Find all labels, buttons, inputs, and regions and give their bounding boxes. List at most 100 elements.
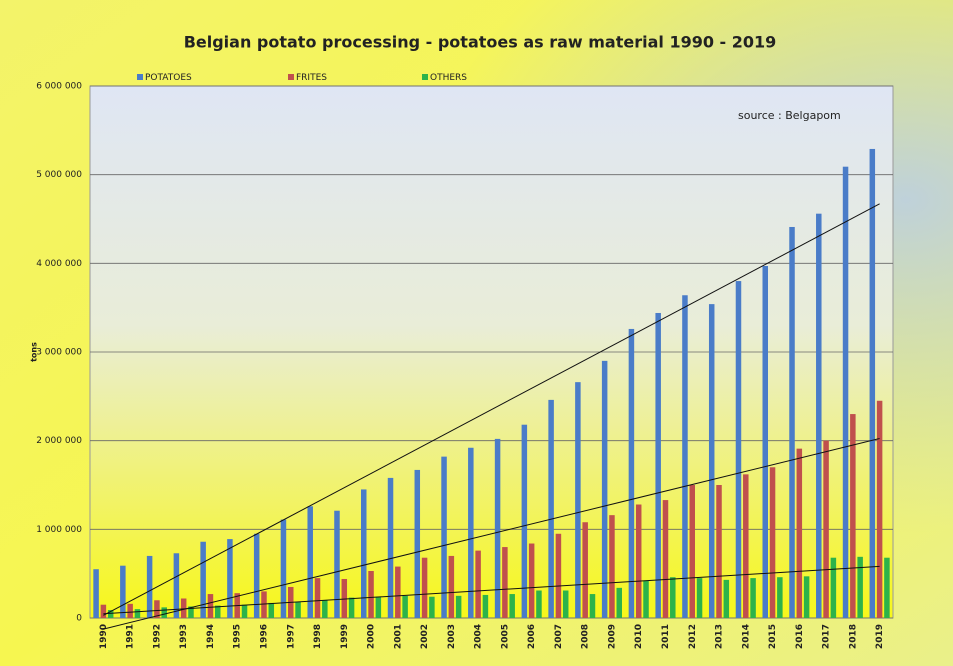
x-tick-label: 2017 (822, 624, 832, 649)
bar (146, 555, 153, 618)
x-tick-label: 1993 (179, 624, 189, 649)
y-tick-label: 4 000 000 (36, 259, 82, 269)
bar (616, 587, 622, 618)
bar (876, 400, 883, 618)
bar (207, 594, 214, 618)
trend-line (103, 203, 880, 616)
bar (100, 604, 107, 618)
bar (796, 448, 803, 618)
bar (643, 580, 649, 618)
bar (161, 607, 167, 618)
bar (628, 328, 635, 618)
bar (601, 360, 608, 618)
x-tick-label: 1992 (152, 624, 162, 649)
bar (482, 594, 489, 618)
bar (735, 281, 742, 618)
bar (769, 467, 776, 618)
x-tick-label: 1994 (206, 624, 216, 649)
bar (521, 424, 528, 618)
bar (429, 596, 435, 618)
bar (723, 579, 730, 618)
bar (857, 556, 863, 618)
bar (777, 577, 783, 618)
bar (314, 578, 321, 618)
bar (448, 555, 455, 618)
bar (268, 602, 275, 618)
bar (334, 510, 340, 618)
legend-label: OTHERS (430, 73, 467, 83)
bar (696, 578, 703, 618)
bar (154, 600, 160, 618)
legend-swatch (288, 74, 294, 80)
legend-label: POTATOES (145, 73, 192, 83)
bar (589, 594, 596, 618)
bar (528, 543, 535, 618)
y-tick-label: 6 000 000 (36, 82, 82, 92)
y-tick-label: 2 000 000 (36, 436, 82, 446)
x-tick-label: 2008 (581, 624, 591, 649)
bar (421, 557, 428, 618)
bar (107, 610, 114, 618)
x-tick-label: 1997 (286, 624, 296, 649)
x-tick-label: 2009 (607, 624, 617, 649)
bar (280, 519, 287, 618)
bar (375, 596, 382, 618)
y-tick-label: 0 (76, 614, 82, 624)
bar (402, 595, 408, 618)
bar (414, 469, 421, 618)
legend-swatch (137, 74, 143, 80)
bar (455, 595, 462, 618)
bar (253, 533, 260, 618)
bar (502, 547, 508, 618)
x-tick-label: 2016 (795, 624, 805, 649)
bar (368, 571, 374, 618)
bar (789, 226, 795, 619)
x-tick-label: 2012 (688, 624, 698, 649)
bar (227, 539, 233, 618)
bar (762, 265, 768, 618)
bar (295, 602, 301, 618)
x-tick-label: 2003 (447, 624, 457, 649)
trend-line (103, 438, 880, 630)
x-tick-label: 2015 (768, 624, 778, 649)
bar (582, 522, 588, 618)
bar (307, 506, 313, 618)
x-tick-label: 2007 (554, 624, 564, 649)
x-tick-label: 2002 (420, 624, 430, 649)
bar (555, 533, 562, 618)
x-tick-label: 2018 (848, 624, 858, 649)
bar (475, 550, 481, 618)
bar (261, 591, 267, 618)
x-tick-label: 1998 (313, 624, 323, 649)
bar (215, 605, 221, 618)
x-tick-label: 2010 (634, 624, 644, 649)
bar (662, 500, 669, 618)
bar (708, 304, 715, 618)
bar (635, 504, 642, 618)
bar (655, 312, 661, 618)
bar (689, 485, 695, 618)
bar (884, 557, 890, 618)
x-tick-label: 2001 (393, 624, 403, 649)
y-axis-label: tons (30, 342, 39, 362)
bar (750, 578, 756, 618)
bar (842, 166, 849, 619)
x-tick-label: 2014 (741, 624, 751, 649)
bar (716, 485, 722, 618)
bar (830, 557, 837, 618)
annotation: source : Belgapom (738, 109, 841, 122)
x-tick-label: 1991 (126, 624, 136, 649)
bar (609, 515, 615, 618)
x-tick-label: 1995 (233, 624, 243, 649)
bar (93, 569, 99, 618)
y-tick-label: 3 000 000 (36, 348, 82, 358)
bar (120, 565, 126, 618)
bar (743, 474, 749, 618)
bar (869, 148, 876, 618)
legend-label: FRITES (296, 73, 327, 83)
bar (682, 295, 688, 618)
chart-title: Belgian potato processing - potatoes as … (184, 33, 777, 52)
bar (468, 447, 474, 618)
x-tick-label: 1990 (99, 624, 109, 649)
x-tick-label: 1996 (259, 624, 269, 649)
